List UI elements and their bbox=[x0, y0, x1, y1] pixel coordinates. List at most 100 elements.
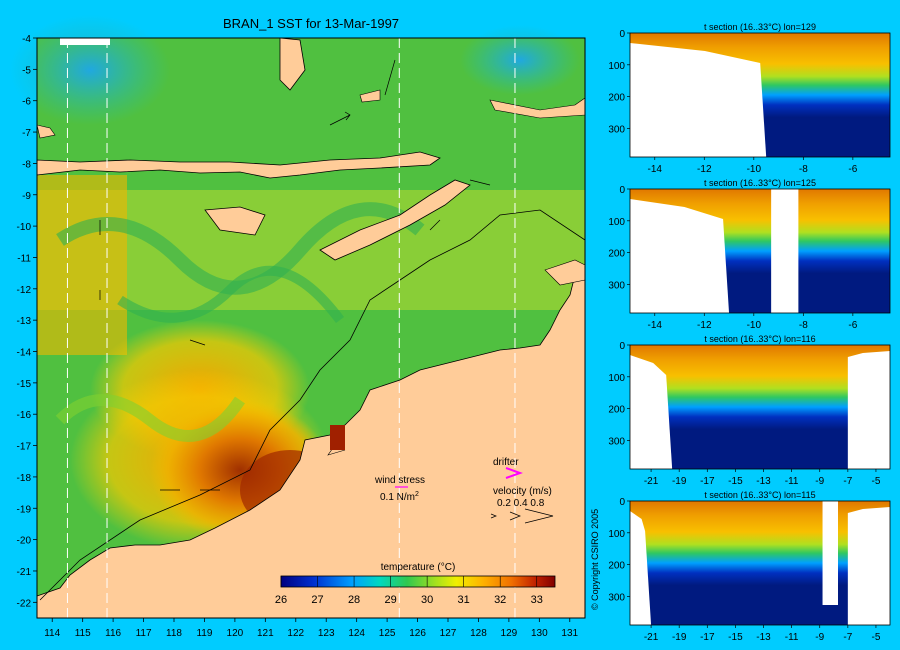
section-y-tick-label: 100 bbox=[608, 61, 625, 72]
sumba-island bbox=[204, 206, 266, 236]
section-x-tick-label: -7 bbox=[843, 476, 852, 487]
sst-coastal-hot bbox=[330, 425, 345, 450]
section-panel: t section (16..33°C) lon=115 0 100 200 300 -2… bbox=[608, 490, 891, 643]
map-x-tick-label: 124 bbox=[348, 628, 365, 639]
section-y-tick-label: 0 bbox=[619, 185, 625, 196]
section-title: t section (16..33°C) lon=129 bbox=[704, 22, 816, 32]
colorbar-tick-label: 28 bbox=[348, 594, 360, 606]
timor-island bbox=[319, 179, 471, 261]
wind-stress-label: wind stress bbox=[374, 475, 425, 486]
section-panel: t section (16..33°C) lon=125 0 100 200 300 -1… bbox=[608, 178, 891, 331]
section-x-tick-label: -9 bbox=[815, 632, 824, 643]
section-x-tick-label: -19 bbox=[672, 632, 687, 643]
section-panel: t section (16..33°C) lon=116 0 100 200 300 -2… bbox=[608, 334, 891, 487]
map-x-tick-label: 117 bbox=[136, 628, 152, 639]
map-y-tick-label: -4 bbox=[22, 34, 31, 45]
section-nodata-mask bbox=[630, 355, 673, 469]
section-nodata-mask bbox=[847, 351, 890, 469]
section-y-tick-label: 0 bbox=[619, 497, 625, 508]
section-frame bbox=[629, 344, 891, 470]
map-title: BRAN_1 SST for 13-Mar-1997 bbox=[223, 16, 399, 31]
map-x-tick-label: 116 bbox=[105, 628, 121, 639]
section-y-tick-label: 100 bbox=[608, 373, 625, 384]
map-x-tick-label: 123 bbox=[318, 628, 335, 639]
section-title: t section (16..33°C) lon=125 bbox=[704, 178, 816, 188]
section-y-tick-label: 200 bbox=[608, 93, 625, 104]
section-panel: t section (16..33°C) lon=129 0 100 200 300 -1… bbox=[608, 22, 891, 175]
section-x-tick-label: -17 bbox=[700, 632, 715, 643]
section-y-tick-label: 300 bbox=[608, 592, 625, 603]
map-x-ticks: 114 115 116 117 118 119 120 121 122 123 124 125 126 1… bbox=[44, 618, 579, 639]
map-x-tick-label: 125 bbox=[379, 628, 396, 639]
map-x-tick-label: 127 bbox=[440, 628, 457, 639]
sst-swirl-3 bbox=[55, 394, 245, 442]
section-y-tick-label: 200 bbox=[608, 249, 625, 260]
section-nodata-mask bbox=[630, 511, 652, 625]
map-y-tick-label: -21 bbox=[17, 567, 32, 578]
map-x-tick-label: 121 bbox=[257, 628, 274, 639]
colorbar-tick-label: 30 bbox=[421, 594, 433, 606]
islet bbox=[36, 124, 56, 139]
section-y-tick-label: 0 bbox=[619, 341, 625, 352]
map-y-tick-label: -5 bbox=[22, 65, 31, 76]
map-y-tick-label: -8 bbox=[22, 159, 31, 170]
drifter-icon bbox=[505, 467, 523, 479]
map-x-tick-label: 120 bbox=[227, 628, 244, 639]
section-panels: t section (16..33°C) lon=129 0 100 200 300 -1… bbox=[608, 22, 891, 643]
section-title: t section (16..33°C) lon=115 bbox=[704, 490, 815, 500]
section-x-tick-label: -12 bbox=[697, 320, 712, 331]
map-y-tick-label: -6 bbox=[22, 97, 31, 108]
map-x-tick-label: 115 bbox=[75, 628, 91, 639]
sst-cool-patch-2 bbox=[460, 25, 580, 95]
map-x-tick-label: 130 bbox=[531, 628, 548, 639]
map-frame bbox=[36, 37, 586, 619]
section-x-tick-label: -21 bbox=[644, 476, 659, 487]
map-y-tick-label: -19 bbox=[17, 504, 32, 515]
map-x-tick-label: 129 bbox=[501, 628, 518, 639]
section-y-tick-label: 100 bbox=[608, 217, 625, 228]
section-x-tick-label: -15 bbox=[728, 476, 743, 487]
map-y-tick-label: -12 bbox=[17, 285, 32, 296]
velocity-scale-arrows bbox=[490, 508, 554, 524]
section-x-tick-label: -21 bbox=[644, 632, 659, 643]
map-x-tick-label: 126 bbox=[409, 628, 426, 639]
borneo-edge bbox=[60, 38, 110, 45]
section-frame bbox=[629, 32, 891, 158]
colorbar-tick-label: 27 bbox=[311, 594, 323, 606]
sst-swirl-2 bbox=[117, 265, 344, 324]
section-x-tick-label: -11 bbox=[785, 476, 799, 487]
map-x-tick-label: 131 bbox=[561, 628, 578, 639]
map-y-tick-label: -17 bbox=[17, 442, 32, 453]
map-y-tick-label: -18 bbox=[17, 473, 32, 484]
sst-cool-patch bbox=[10, 15, 170, 125]
drifter-label: drifter bbox=[493, 457, 519, 468]
section-frame bbox=[629, 500, 891, 626]
section-frame bbox=[629, 188, 891, 314]
colorbar-tick-label: 33 bbox=[531, 594, 543, 606]
colorbar-tick-label: 26 bbox=[275, 594, 287, 606]
section-x-tick-label: -6 bbox=[848, 320, 857, 331]
map-y-tick-label: -22 bbox=[17, 598, 32, 609]
section-x-tick-label: -19 bbox=[672, 476, 687, 487]
shelf-contour bbox=[39, 209, 586, 601]
current-vectors bbox=[99, 59, 491, 491]
section-x-tick-label: -8 bbox=[799, 164, 808, 175]
section-y-tick-label: 0 bbox=[619, 29, 625, 40]
map-x-tick-label: 119 bbox=[196, 628, 212, 639]
colorbar-tick-label: 32 bbox=[494, 594, 506, 606]
section-nodata-mask bbox=[630, 199, 730, 313]
colorbar-ticks: 26 27 28 29 30 31 32 33 bbox=[275, 576, 543, 606]
map-y-tick-label: -14 bbox=[17, 348, 32, 359]
map-y-tick-label: -15 bbox=[17, 379, 32, 390]
sst-map: wind stress 0.1 N/m2 drifter velocity (m… bbox=[10, 15, 586, 639]
sulawesi-land bbox=[279, 37, 306, 91]
buru-island bbox=[359, 89, 381, 103]
copyright-text: © Copyright CSIRO 2005 bbox=[590, 509, 600, 610]
lesser-sunda-islands bbox=[36, 151, 441, 179]
section-x-tick-label: -14 bbox=[648, 164, 663, 175]
section-nodata-mask bbox=[822, 501, 838, 605]
section-x-tick-label: -15 bbox=[728, 632, 743, 643]
map-x-tick-label: 118 bbox=[166, 628, 182, 639]
section-title: t section (16..33°C) lon=116 bbox=[704, 334, 815, 344]
